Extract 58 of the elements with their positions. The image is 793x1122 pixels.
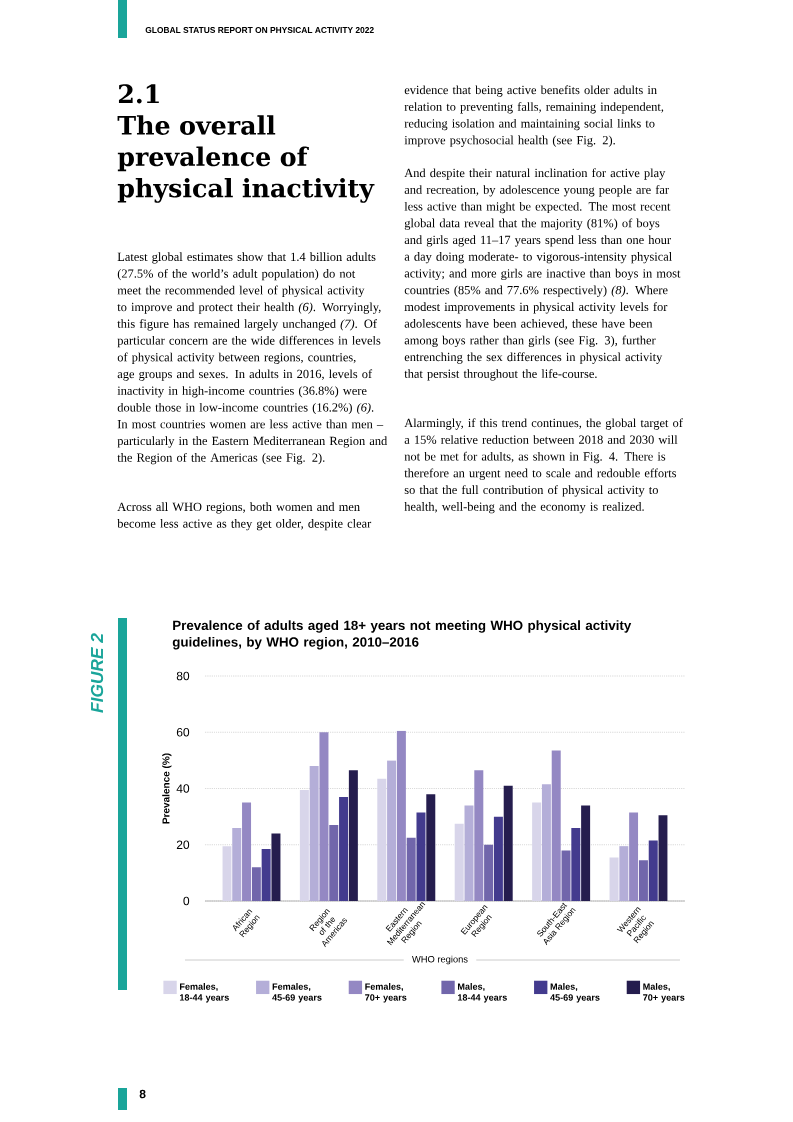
caption: FIGURE 2 bbox=[90, 633, 104, 713]
bar bbox=[454, 823, 464, 902]
legend-label: Females, 18-44 years bbox=[179, 983, 229, 1003]
bar bbox=[319, 732, 329, 902]
bar bbox=[339, 796, 349, 902]
bar bbox=[377, 778, 387, 902]
bar bbox=[242, 802, 252, 902]
bar bbox=[648, 840, 658, 902]
bar bbox=[271, 833, 281, 902]
bar bbox=[484, 844, 494, 902]
chart-title: Prevalence of adults aged 18+ years not meeting WHO physical activity guidelines, by WHO region, 2010–2016 bbox=[172, 620, 632, 650]
bar bbox=[629, 812, 639, 902]
y-tick-label: 20 bbox=[176, 840, 190, 850]
bar bbox=[581, 805, 591, 902]
bar bbox=[464, 805, 474, 902]
text: evidence that being active benefits older adults in relation to preventing falls, remaining independent, reducing isolation and maintaining social links to improve psychosocial health (see Fig. 2). bbox=[404, 85, 664, 147]
y-tick-label: 80 bbox=[176, 671, 190, 681]
legend-label: Males, 45-69 years bbox=[550, 983, 600, 1003]
bar bbox=[348, 770, 358, 902]
bar bbox=[571, 827, 581, 902]
legend-label: Females, 45-69 years bbox=[272, 983, 322, 1003]
bar bbox=[299, 789, 309, 902]
y-tick-label: 0 bbox=[183, 896, 190, 906]
bar bbox=[474, 770, 484, 902]
text: Latest global estimates show that 1.4 billion adults (27.5% of the world’s adult population) do not meet the recommended level of physical activity to improve and protect their health (6). Worryingly, this figure has remained largely unchanged (7). Of particular concern are the wide differences in levels of physical activity between regions, countries, age groups and sexes. In adults in 2016, levels of inactivity in high-income countries (36.8%) were double those in low-income countries (16.2%) (6). In most countries women are less active than men – particularly in the Eastern Mediterranean Region and the Region of the Americas (see Fig. 2). bbox=[117, 252, 388, 465]
text: The overall prevalence of physical inactivity bbox=[117, 115, 375, 203]
bar bbox=[387, 760, 397, 902]
y-tick-label: 40 bbox=[176, 784, 190, 793]
bar bbox=[561, 850, 571, 902]
bar bbox=[416, 812, 426, 902]
bar bbox=[493, 816, 503, 902]
y-tick-label: 60 bbox=[176, 728, 190, 737]
text: 8 bbox=[139, 1089, 146, 1099]
bar bbox=[309, 766, 319, 902]
text: And despite their natural inclination for active play and recreation, by adolescence young people are far less active than might be expected. The most recent global data reveal that the majority (81%) of boys and girls aged 11–17 years spend less than one hour a day doing moderate- to vigorous-intensity physical activity; and more girls are inactive than boys in most countries (85% and 77.6% respectively) (8). Where modest improvements in physical activity levels for adolescents have been achieved, these have been among boys rather than girls (see Fig. 3), further entrenching the sex differences in physical activity that persist throughout the life-course. bbox=[404, 168, 681, 381]
bar bbox=[541, 784, 551, 902]
bar bbox=[329, 825, 339, 902]
legend-label: Males, 70+ years bbox=[643, 983, 685, 1003]
bar bbox=[426, 794, 436, 902]
bar bbox=[619, 846, 629, 902]
bar bbox=[261, 848, 271, 902]
legend-label: Females, 70+ years bbox=[365, 983, 407, 1003]
y-axis-title: Prevalence (%) bbox=[162, 753, 172, 824]
bar bbox=[532, 802, 542, 902]
bar bbox=[609, 857, 619, 902]
bar bbox=[232, 827, 242, 902]
legend-label: Males, 18-44 years bbox=[457, 983, 507, 1003]
bar bbox=[503, 785, 513, 902]
text: GLOBAL STATUS REPORT ON PHYSICAL ACTIVITY 2022 bbox=[145, 27, 374, 33]
bar bbox=[638, 860, 648, 902]
x-axis-title: WHO regions bbox=[412, 955, 468, 965]
bar bbox=[551, 750, 561, 902]
bar bbox=[251, 867, 261, 902]
text: Alarmingly, if this trend continues, the global target of a 15% relative reduction between 2018 and 2030 will not be met for adults, as shown in Fig. 4. There is therefore an urgent need to scale and redouble efforts so that the full contribution of physical activity to health, well-being and the economy is realized. bbox=[404, 418, 683, 514]
bar bbox=[396, 730, 406, 902]
text: 2.1 bbox=[118, 84, 159, 104]
text: Across all WHO regions, both women and men become less active as they get older, despite clear bbox=[117, 502, 372, 531]
bar bbox=[406, 837, 416, 902]
